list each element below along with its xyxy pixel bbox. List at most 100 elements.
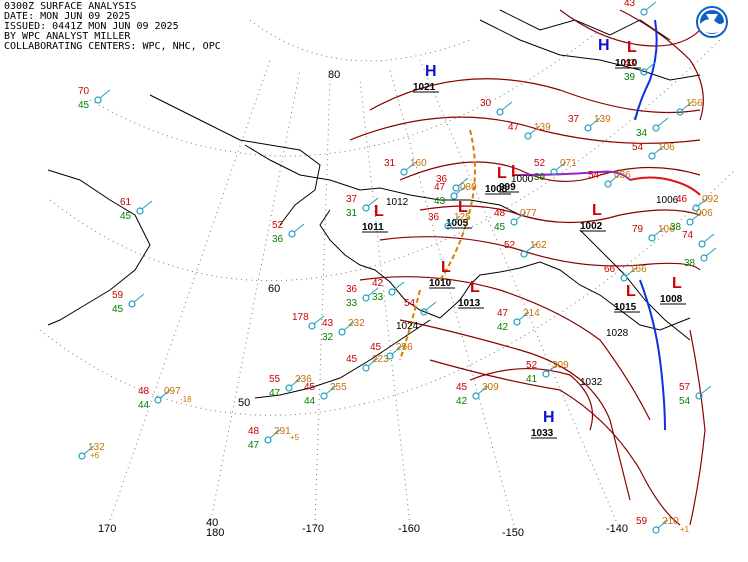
station-pressure: 077 (520, 208, 537, 219)
graticule (39, 19, 736, 531)
occluded-front-1 (519, 170, 631, 181)
station-circle (700, 254, 708, 262)
station-dewpoint: 33 (346, 298, 358, 309)
pressure-center-value-l4: 1005 (446, 218, 469, 229)
grid-label-lon170: 170 (98, 523, 116, 535)
station-dewpoint: 33 (372, 292, 384, 303)
wind-barb (657, 117, 669, 127)
station-temp: 54 (632, 142, 644, 153)
wind-barb (555, 161, 567, 171)
coast-chukotka (149, 94, 321, 226)
pressure-center-value-l9: 1008 (660, 294, 683, 305)
station-temp: 36 (346, 284, 358, 295)
wind-barb (501, 101, 513, 111)
station-dewpoint: 45 (78, 100, 90, 111)
wind-barb (645, 61, 657, 71)
meridian-180 (209, 69, 301, 526)
station-temp: 30 (480, 98, 492, 109)
station-dewpoint: 39 (624, 72, 636, 83)
station-temp: 46 (676, 194, 688, 205)
header-date: DATE: MON JUN 09 2025 (4, 11, 131, 22)
station-pressure: 106 (658, 142, 675, 153)
station-circle (676, 108, 684, 116)
station-pressure: 162 (530, 240, 547, 251)
station-circle (338, 328, 346, 336)
station-circle (154, 396, 162, 404)
grid-label-lon180: 180 (206, 527, 224, 539)
station-temp: 45 (370, 342, 382, 353)
station-pressure: 236 (295, 374, 312, 385)
pressure-tendency: +1 (680, 525, 690, 534)
station-temp: 54 (588, 170, 600, 181)
wind-barb (393, 281, 405, 291)
station-temp: 45 (456, 382, 468, 393)
station-temp: 48 (248, 426, 260, 437)
wind-barb (83, 445, 95, 455)
cold-front-1 (639, 279, 666, 431)
pressure-center-value-l5: 1010 (429, 278, 452, 289)
station-circle (542, 370, 550, 378)
isobar-5 (379, 236, 701, 271)
pressure-tendency: +5 (290, 433, 300, 442)
station-temp: 37 (568, 114, 580, 125)
station-circle (640, 68, 648, 76)
pressure-center-l4: L (458, 199, 468, 216)
station-circle (604, 180, 612, 188)
pressure-center-h1: H (425, 63, 437, 80)
station-temp: 36 (428, 212, 440, 223)
wind-barb (343, 321, 355, 331)
station-dewpoint: 47 (248, 440, 260, 451)
station-dewpoint: 31 (346, 208, 358, 219)
fronts (399, 19, 701, 431)
pressure-center-l2: L (497, 165, 507, 182)
station-pressure: 006 (696, 208, 713, 219)
station-circle (520, 250, 528, 258)
station-temp: 52 (526, 360, 538, 371)
station-pressure: 160 (410, 158, 427, 169)
pressure-center-value-l8: 1015 (614, 302, 637, 313)
station-pressure: 291 (274, 426, 291, 437)
station-temp: 31 (384, 158, 396, 169)
station-circle (264, 436, 272, 444)
wind-barb (705, 247, 717, 257)
wind-barb (609, 173, 621, 183)
station-circle (320, 392, 328, 400)
grid-label-lat50: 50 (238, 397, 250, 409)
isobar-3 (399, 161, 701, 182)
station-pressure: 080 (460, 182, 477, 193)
pressure-center-l10: L (627, 39, 637, 56)
isobar-labels: 1012 1032 1028 1024 1006 1000 (386, 174, 679, 388)
station-circle (648, 234, 656, 242)
pressure-center-h2: H (598, 37, 610, 54)
station-pressure: 232 (348, 318, 365, 329)
station-dewpoint: 32 (322, 332, 334, 343)
station-pressure: 309 (482, 382, 499, 393)
station-circle (550, 168, 558, 176)
station-pressure: 255 (330, 382, 347, 393)
pressure-center-value-l3: 999 (499, 182, 516, 193)
header-centers: COLLABORATING CENTERS: WPC, NHC, OPC (4, 41, 221, 52)
station-circle (513, 318, 521, 326)
coast-canada-arctic (479, 19, 701, 81)
parallel-80 (249, 19, 471, 62)
pressure-center-l7: L (592, 202, 602, 219)
coast-alaska-north (244, 144, 541, 221)
wind-barb (99, 89, 111, 99)
wind-barb (691, 211, 703, 221)
station-pressure: 309 (552, 360, 569, 371)
wind-barb (457, 177, 469, 187)
station-pressure: 256 (396, 342, 413, 353)
wind-barb (367, 357, 379, 367)
pressure-center-value-l1: 1011 (362, 222, 384, 233)
station-circle (496, 108, 504, 116)
grid-label-lat40: 40 (206, 517, 218, 529)
station-temp: 36 (436, 174, 448, 185)
header-title: 0300Z SURFACE ANALYSIS (4, 1, 137, 12)
grid-label-lat80: 80 (328, 69, 340, 81)
station-circle (78, 452, 86, 460)
wind-barb (653, 145, 665, 155)
station-dewpoint: 47 (269, 388, 281, 399)
wind-barb (293, 223, 305, 233)
station-temp: 52 (504, 240, 516, 251)
